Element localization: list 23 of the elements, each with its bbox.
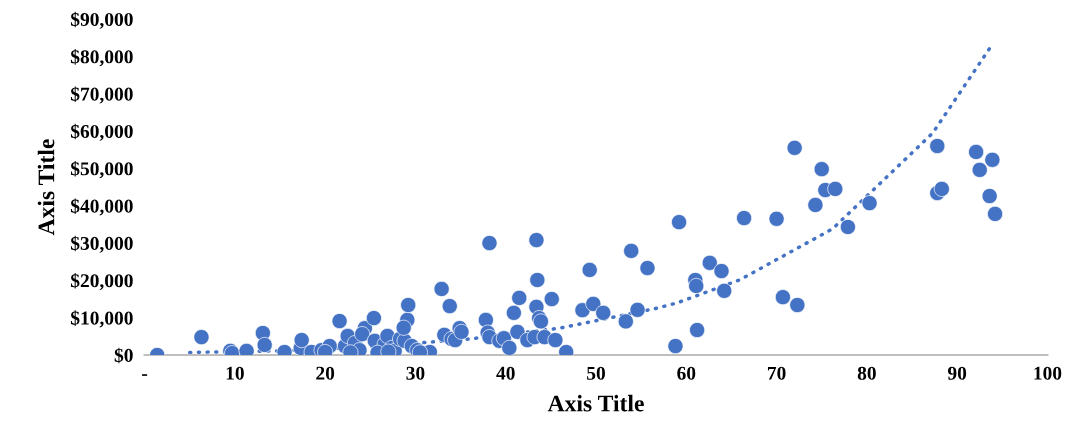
- y-tick-label: $0: [114, 347, 133, 364]
- x-tick-label: 10: [226, 366, 244, 380]
- x-tick-label: 90: [947, 366, 967, 380]
- x-tick-label: 80: [857, 366, 876, 380]
- x-tick-label: 20: [316, 366, 335, 380]
- x-tick-label: 30: [406, 366, 425, 380]
- y-tick-label: $70,000: [70, 86, 133, 104]
- y-tick-label: $40,000: [70, 198, 133, 216]
- x-tick-label: -: [142, 374, 148, 376]
- y-tick-label: $10,000: [70, 310, 133, 328]
- y-tick-label: $80,000: [70, 49, 133, 67]
- x-axis-title: Axis Title: [547, 394, 644, 412]
- y-tick-label: $90,000: [70, 11, 133, 29]
- x-tick-label: 60: [677, 366, 696, 380]
- x-tick-label: 40: [496, 366, 515, 380]
- y-tick-label: $20,000: [70, 273, 133, 291]
- x-tick-label: 50: [587, 366, 605, 380]
- x-tick-label: 70: [767, 366, 786, 380]
- y-tick-label: $30,000: [70, 235, 133, 253]
- x-tick-label: 100: [1034, 366, 1062, 380]
- y-axis-title: Axis Title: [37, 139, 55, 236]
- y-tick-label: $60,000: [70, 123, 133, 141]
- y-tick-label: $50,000: [70, 161, 133, 179]
